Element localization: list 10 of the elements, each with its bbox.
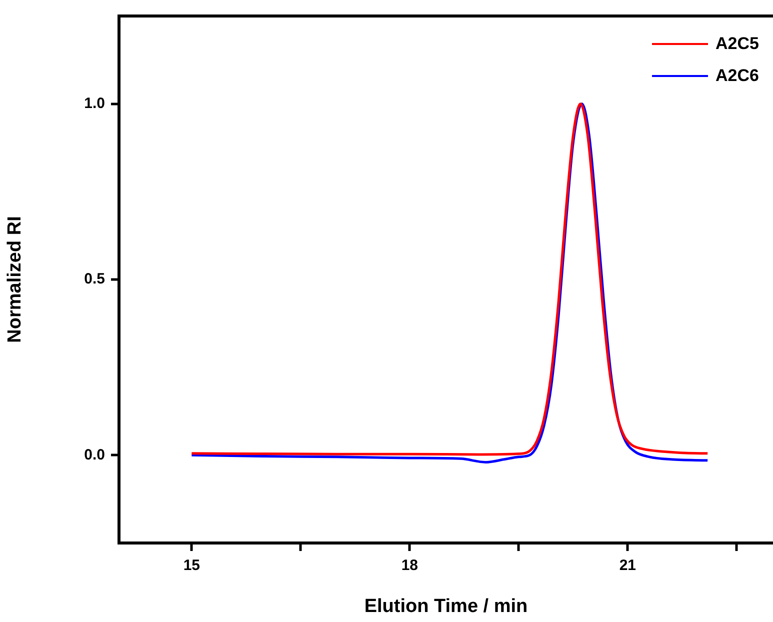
- x-tick-label: 15: [183, 557, 200, 574]
- legend-label: A2C5: [716, 34, 759, 54]
- y-tick-label: 1.0: [84, 94, 105, 112]
- x-axis-title: Elution Time / min: [364, 596, 528, 617]
- y-tick-label: 0.0: [84, 446, 105, 464]
- y-tick-label: 0.5: [84, 270, 105, 288]
- legend-label: A2C6: [716, 66, 759, 86]
- x-tick-label: 21: [619, 557, 636, 574]
- y-axis-title: Normalized RI: [4, 216, 26, 343]
- x-tick-label: 18: [401, 557, 418, 574]
